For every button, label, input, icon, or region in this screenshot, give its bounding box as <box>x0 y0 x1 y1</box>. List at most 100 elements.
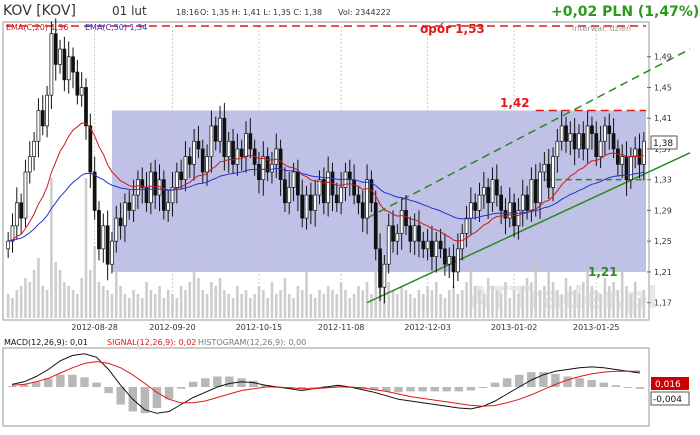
volume-bar <box>279 290 282 318</box>
histogram-bar <box>56 374 65 387</box>
level-142-label: 1,42 <box>500 96 530 110</box>
volume-bar <box>214 286 218 318</box>
volume-bar <box>543 286 546 318</box>
histogram-bar <box>635 387 645 389</box>
candle-body <box>205 156 209 173</box>
volume-bar <box>374 270 378 318</box>
y-tick-label: 1,49 <box>654 53 672 62</box>
candle-body <box>218 117 222 142</box>
candle-body <box>477 194 482 211</box>
candle-body <box>291 171 296 188</box>
candle-body <box>529 179 534 211</box>
candle-body <box>633 148 638 157</box>
volume-bar <box>352 294 356 318</box>
volume-bar <box>6 294 10 318</box>
volume-bar <box>434 282 438 318</box>
volume-bar <box>97 282 101 318</box>
candle-body <box>572 133 577 150</box>
volume-bar <box>179 286 183 318</box>
volume-bar <box>560 294 563 318</box>
candle-body <box>399 210 404 234</box>
volume-bar <box>456 294 460 318</box>
x-tick-label: 2012-12-03 <box>404 323 451 332</box>
candle-body <box>598 140 603 157</box>
candle-body <box>213 125 218 142</box>
candle-body <box>460 233 465 250</box>
histogram-bar <box>237 378 246 387</box>
candle-body <box>14 202 19 227</box>
volume-bar <box>175 298 179 318</box>
candle-body <box>92 171 97 211</box>
volume-bar <box>404 290 408 318</box>
candle-body <box>101 225 106 250</box>
y-tick-label: 1,21 <box>654 268 672 277</box>
candle-body <box>624 156 629 181</box>
candle-body <box>179 171 183 181</box>
y-axis: 1,171,211,251,291,331,371,411,451,49 <box>647 53 672 308</box>
candle-body <box>486 187 491 204</box>
volume-bar <box>642 290 646 318</box>
histogram-bar <box>140 387 150 414</box>
candle-body <box>6 240 11 250</box>
candle-body <box>469 202 473 219</box>
candle-body <box>464 217 469 234</box>
trend-lines <box>366 48 691 304</box>
volume-bar <box>123 294 127 318</box>
volume-bar <box>140 298 144 318</box>
volume-bar <box>586 270 589 318</box>
ticker-title: KOV [KOV] <box>3 3 76 19</box>
candle-body <box>118 217 123 227</box>
macd-label: MACD(12,26,9): 0,01 <box>4 338 88 347</box>
candle-body <box>339 187 343 204</box>
volume-bar <box>274 294 278 318</box>
candle-body <box>196 140 201 150</box>
volume-bar <box>266 298 269 318</box>
volume-bar <box>71 290 75 318</box>
support-trend-line <box>366 152 691 304</box>
volume-bar <box>67 286 70 318</box>
candle-body <box>127 202 132 211</box>
volume-bar <box>119 286 122 318</box>
volume-bar <box>612 282 615 318</box>
histogram-bar <box>309 387 319 388</box>
volume-bar <box>538 290 542 318</box>
histogram-bar <box>31 381 41 387</box>
current-price-label: 1,38 <box>653 139 673 149</box>
histogram-bar <box>611 385 621 387</box>
candle-body <box>261 156 266 181</box>
candle-body <box>62 48 67 81</box>
candle-body <box>395 233 400 242</box>
watermark: ATTrader.pl <box>468 281 658 316</box>
y-tick-label: 1,33 <box>654 176 672 185</box>
candle-body <box>187 156 192 165</box>
candle-body <box>309 194 313 211</box>
candle-body <box>321 179 326 204</box>
volume-bar <box>253 294 256 318</box>
volume-bar <box>638 298 641 318</box>
x-axis: 2012-08-28 2012-09-20 2012-10-15 2012-11-08… <box>71 323 619 332</box>
histogram-bar <box>44 378 53 387</box>
header-date: 01 lut <box>112 4 147 18</box>
histogram-bar <box>80 377 89 387</box>
volume-bar <box>158 286 161 318</box>
volume-bar <box>63 282 66 318</box>
volume-bar <box>478 290 481 318</box>
current-price-box <box>650 135 678 150</box>
volume-bar <box>344 290 347 318</box>
candle-body <box>443 248 447 265</box>
volume-bar <box>162 298 166 318</box>
volume-bar <box>547 270 550 318</box>
volume-bar <box>339 282 343 318</box>
volume-bar <box>262 290 265 318</box>
candle-body <box>525 194 529 211</box>
volume-bar <box>629 294 633 318</box>
volume-bar <box>283 278 287 318</box>
candle-body <box>494 179 499 196</box>
volume-bar <box>335 294 339 318</box>
volume-bar <box>32 270 36 318</box>
macd-value-label: 0,016 <box>655 380 681 390</box>
volume-bar <box>460 290 464 318</box>
volume-bar <box>54 262 58 318</box>
volume-bar <box>305 270 308 318</box>
candle-body <box>546 163 551 188</box>
